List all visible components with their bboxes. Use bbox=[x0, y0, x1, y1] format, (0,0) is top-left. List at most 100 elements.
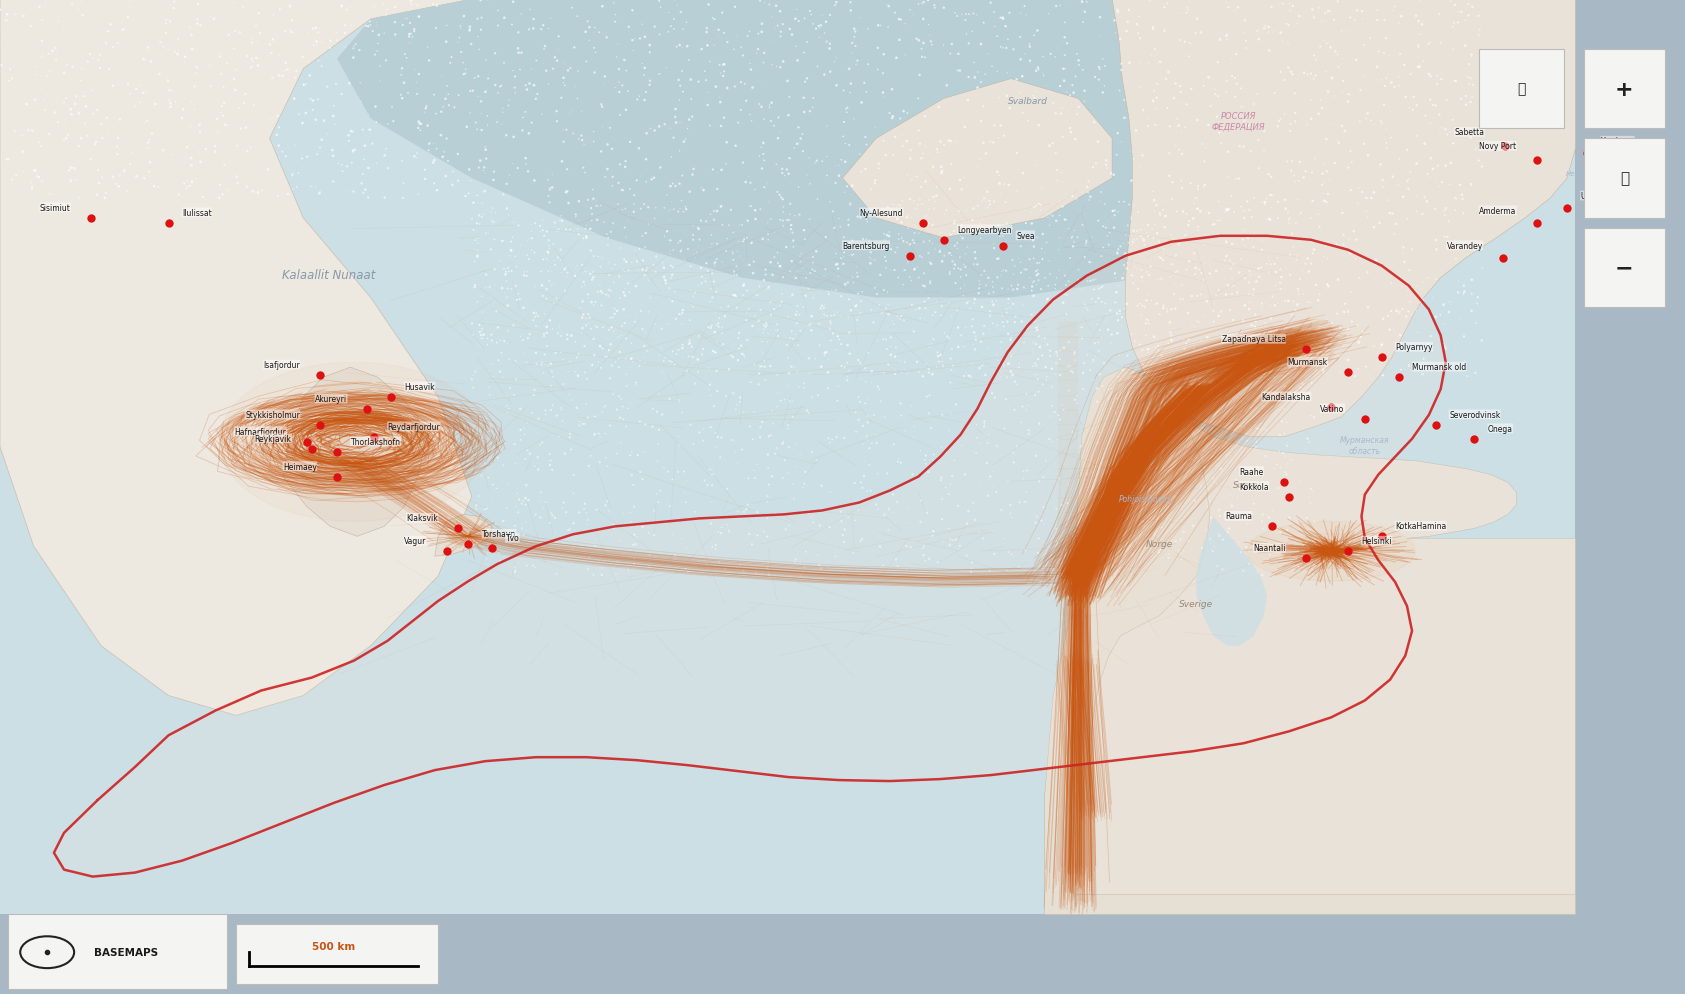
Point bbox=[1099, 204, 1126, 220]
Point bbox=[1149, 401, 1176, 416]
Point bbox=[1102, 266, 1129, 282]
Point bbox=[652, 351, 679, 367]
Point bbox=[602, 81, 629, 96]
Point bbox=[708, 320, 735, 336]
Point bbox=[593, 350, 620, 366]
Point bbox=[955, 369, 982, 385]
Point bbox=[937, 538, 964, 554]
Point bbox=[848, 211, 875, 227]
Point bbox=[1230, 26, 1257, 42]
Point bbox=[714, 208, 741, 224]
Text: BASEMAPS: BASEMAPS bbox=[94, 947, 158, 957]
Point bbox=[612, 331, 639, 347]
Point bbox=[1053, 306, 1080, 322]
Point bbox=[846, 11, 873, 27]
Point bbox=[302, 112, 329, 128]
Point bbox=[918, 236, 945, 251]
Point bbox=[1168, 277, 1195, 293]
Point bbox=[780, 141, 807, 157]
Point bbox=[1313, 65, 1340, 81]
Point bbox=[903, 32, 930, 48]
Point bbox=[1095, 382, 1122, 398]
Point bbox=[62, 162, 89, 178]
Point bbox=[1058, 364, 1085, 380]
Point bbox=[992, 195, 1019, 211]
Point bbox=[1104, 246, 1131, 261]
Point bbox=[853, 431, 880, 447]
Point bbox=[184, 0, 211, 13]
Point bbox=[1272, 379, 1299, 395]
Point bbox=[1395, 182, 1422, 198]
Point bbox=[982, 484, 1009, 500]
Point bbox=[1019, 251, 1046, 267]
Point bbox=[1089, 248, 1115, 264]
Point bbox=[955, 504, 982, 520]
Point bbox=[763, 400, 790, 415]
Point bbox=[570, 291, 596, 307]
Point bbox=[666, 144, 693, 160]
Point bbox=[605, 360, 632, 376]
Point bbox=[340, 39, 367, 55]
Point bbox=[494, 290, 521, 306]
Point bbox=[1191, 289, 1218, 305]
Point bbox=[1009, 70, 1036, 85]
Point bbox=[1329, 206, 1356, 222]
Point bbox=[595, 162, 622, 178]
Point bbox=[976, 308, 1003, 324]
Point bbox=[514, 331, 541, 347]
Point bbox=[374, 161, 401, 177]
Point bbox=[1119, 436, 1146, 452]
Point bbox=[1201, 539, 1228, 555]
Point bbox=[762, 21, 789, 37]
Point bbox=[891, 362, 918, 378]
Point bbox=[1240, 97, 1267, 113]
Point bbox=[1134, 218, 1161, 234]
Point bbox=[204, 111, 231, 127]
Point bbox=[716, 362, 743, 378]
Point bbox=[1264, 296, 1291, 312]
Point bbox=[349, 176, 376, 192]
Point bbox=[693, 25, 719, 41]
Point bbox=[790, 476, 817, 492]
Point bbox=[790, 381, 817, 397]
Point bbox=[475, 72, 502, 87]
Point bbox=[1134, 119, 1161, 135]
Point bbox=[1301, 10, 1328, 26]
Point bbox=[522, 345, 549, 361]
Point bbox=[922, 1, 949, 17]
Point bbox=[1215, 202, 1242, 218]
Point bbox=[1301, 332, 1328, 348]
Point bbox=[536, 457, 563, 473]
Point bbox=[468, 196, 495, 212]
Point bbox=[1370, 180, 1397, 196]
Point bbox=[740, 265, 767, 281]
Point bbox=[735, 471, 762, 487]
Point bbox=[773, 379, 800, 395]
Point bbox=[135, 140, 162, 156]
Point bbox=[1028, 513, 1055, 529]
Point bbox=[74, 55, 101, 71]
Point bbox=[794, 404, 821, 419]
Point bbox=[912, 51, 939, 67]
Point bbox=[778, 394, 805, 410]
Point bbox=[566, 194, 593, 210]
Point bbox=[662, 552, 689, 568]
Point bbox=[864, 156, 891, 172]
Point bbox=[473, 315, 500, 331]
Point bbox=[896, 192, 923, 208]
Point bbox=[816, 284, 842, 300]
Point bbox=[711, 562, 738, 578]
Point bbox=[239, 31, 266, 47]
Point bbox=[650, 269, 677, 285]
Point bbox=[539, 167, 566, 183]
Point bbox=[522, 54, 549, 70]
Point bbox=[1223, 285, 1250, 301]
Point bbox=[1003, 309, 1030, 325]
Point bbox=[893, 367, 920, 383]
Point bbox=[736, 257, 763, 273]
Point bbox=[1087, 185, 1114, 201]
Point bbox=[620, 188, 647, 204]
Point bbox=[1168, 532, 1195, 548]
Point bbox=[748, 334, 775, 350]
Point bbox=[1269, 325, 1296, 341]
